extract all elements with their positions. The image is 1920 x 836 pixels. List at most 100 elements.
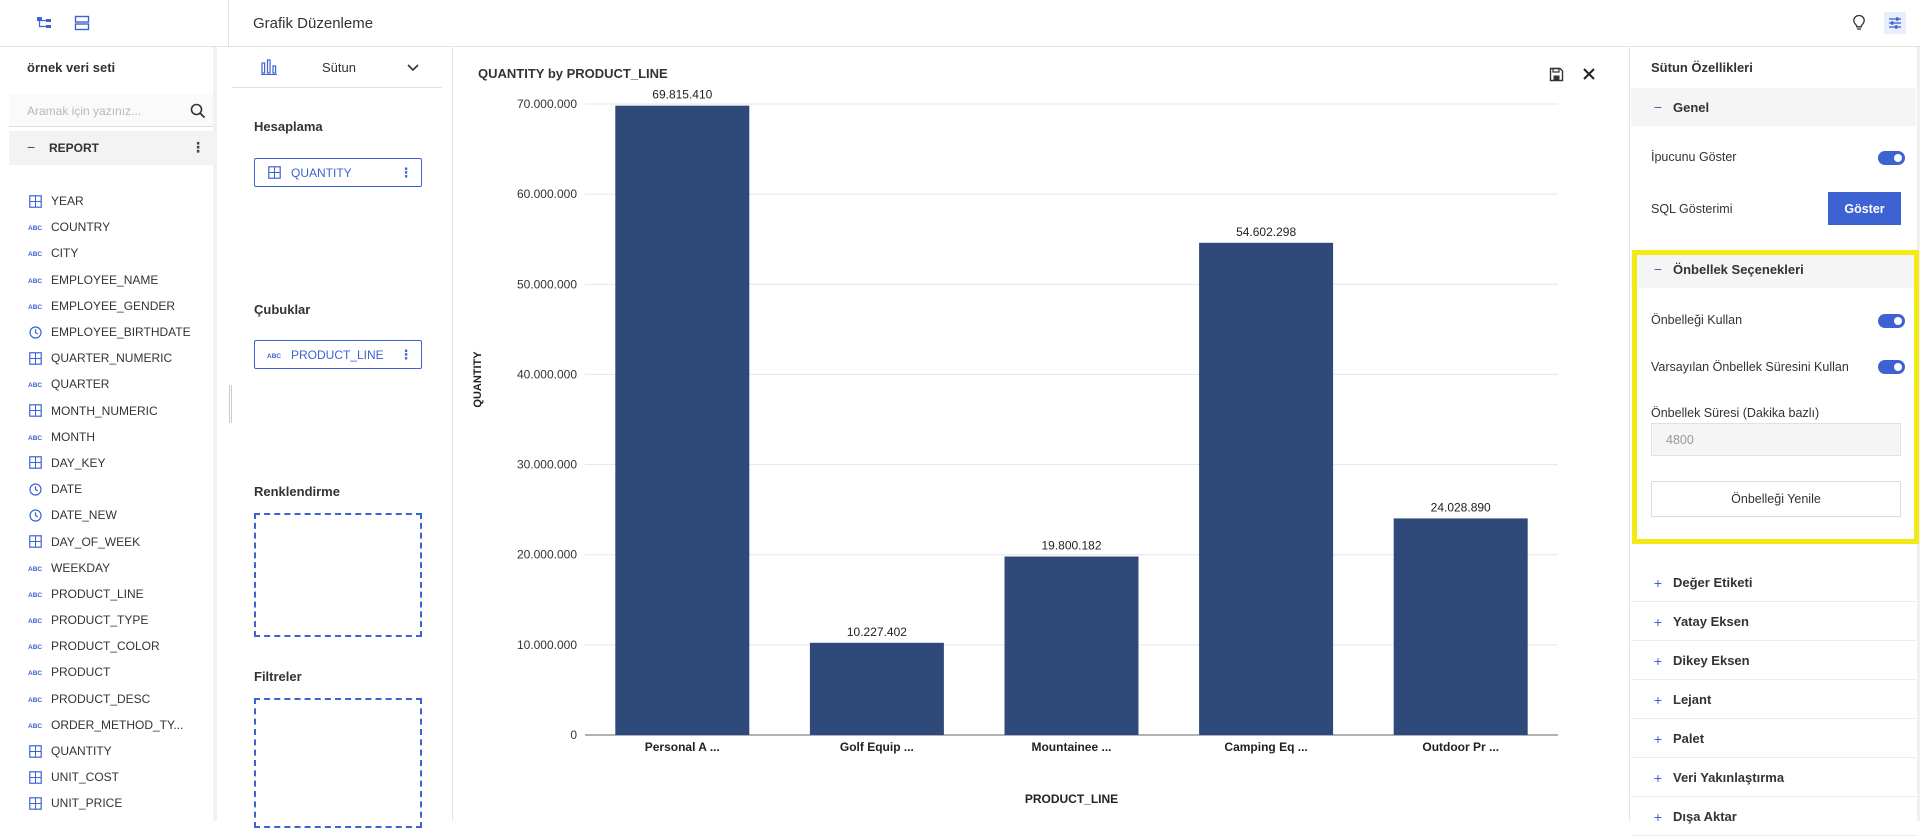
section-cache[interactable]: − Önbellek Seçenekleri (1631, 250, 1916, 288)
expand-icon: + (1653, 769, 1663, 786)
filters-dropzone[interactable] (254, 698, 422, 828)
field-item[interactable]: ABC PRODUCT (27, 659, 213, 685)
section-collapsed[interactable]: + Dışa Aktar (1631, 798, 1916, 836)
field-item[interactable]: ABC COUNTRY (27, 214, 213, 240)
calculation-field-label: QUANTITY (291, 165, 352, 180)
field-item[interactable]: UNIT_COST (27, 764, 213, 790)
save-icon[interactable] (1546, 64, 1566, 84)
field-item[interactable]: ABC PRODUCT_LINE (27, 581, 213, 607)
svg-text:ABC: ABC (28, 618, 42, 624)
field-item[interactable]: YEAR (27, 188, 213, 214)
data-label: 69.815.410 (652, 88, 712, 102)
field-options-icon[interactable]: ⋮ (399, 346, 413, 362)
section-collapsed[interactable]: + Lejant (1631, 681, 1916, 719)
field-item[interactable]: MONTH_NUMERIC (27, 398, 213, 424)
panel-resize-handle[interactable] (229, 385, 232, 423)
section-label: Dikey Eksen (1673, 653, 1750, 668)
tree-view-icon[interactable] (33, 12, 55, 34)
field-name: EMPLOYEE_BIRTHDATE (51, 325, 191, 340)
field-item[interactable]: ABC EMPLOYEE_NAME (27, 267, 213, 293)
field-item[interactable]: UNIT_PRICE (27, 790, 213, 816)
svg-text:ABC: ABC (28, 566, 42, 572)
field-item[interactable]: ABC CITY (27, 240, 213, 266)
cache-duration-label: Önbellek Süresi (Dakika bazlı) (1651, 406, 1820, 420)
refresh-cache-button[interactable]: Önbelleği Yenile (1651, 481, 1901, 517)
close-icon[interactable] (1579, 64, 1599, 84)
more-options-icon[interactable]: ⋮ (191, 139, 205, 155)
field-item[interactable]: ABC WEEKDAY (27, 555, 213, 581)
bar-chart: QUANTITY by PRODUCT_LINE 0 10.000.000 20.00… (472, 66, 1558, 806)
text-field-icon: ABC (27, 692, 43, 706)
list-view-icon[interactable] (71, 12, 93, 34)
chart-type-select[interactable]: Sütun (232, 47, 442, 88)
coloring-label: Renklendirme (254, 484, 340, 499)
tooltip-label: İpucunu Göster (1651, 150, 1737, 164)
field-item[interactable]: ABC QUARTER (27, 371, 213, 397)
lightbulb-icon[interactable] (1848, 12, 1870, 34)
tooltip-toggle[interactable] (1878, 151, 1905, 165)
calculation-field-pill[interactable]: QUANTITY ⋮ (254, 158, 422, 187)
field-options-icon[interactable]: ⋮ (399, 164, 413, 180)
field-item[interactable]: DAY_OF_WEEK (27, 528, 213, 554)
text-field-icon: ABC (27, 587, 43, 601)
sidebar-scrollbar[interactable] (213, 47, 217, 821)
search-icon[interactable] (189, 102, 207, 120)
section-collapsed[interactable]: + Palet (1631, 720, 1916, 758)
number-field-icon (27, 796, 43, 810)
section-collapsed[interactable]: + Değer Etiketi (1631, 564, 1916, 602)
date-field-icon (27, 508, 43, 522)
field-item[interactable]: ABC PRODUCT_COLOR (27, 633, 213, 659)
field-item[interactable]: QUARTER_NUMERIC (27, 345, 213, 371)
field-item[interactable]: DATE (27, 476, 213, 502)
settings-sliders-icon[interactable] (1884, 12, 1906, 34)
y-tick-label: 60.000.000 (517, 187, 577, 201)
bar-chart-icon (261, 59, 277, 75)
text-field-icon: ABC (27, 561, 43, 575)
chart-panel: QUANTITY by PRODUCT_LINE 0 10.000.000 20.00… (454, 47, 1629, 821)
top-left-icons (0, 0, 229, 47)
y-tick-label: 10.000.000 (517, 638, 577, 652)
field-item[interactable]: ABC MONTH (27, 424, 213, 450)
text-field-icon: ABC (27, 220, 43, 234)
bar (1393, 518, 1528, 735)
field-name: YEAR (51, 194, 84, 209)
report-group[interactable]: − REPORT ⋮ (9, 131, 213, 165)
show-sql-button[interactable]: Göster (1828, 192, 1901, 225)
expand-icon: + (1653, 613, 1663, 630)
field-item[interactable]: EMPLOYEE_BIRTHDATE (27, 319, 213, 345)
coloring-dropzone[interactable] (254, 513, 422, 637)
properties-title: Sütun Özellikleri (1651, 60, 1753, 75)
field-item[interactable]: QUANTITY (27, 738, 213, 764)
field-name: MONTH_NUMERIC (51, 403, 158, 418)
section-collapsed[interactable]: + Yatay Eksen (1631, 603, 1916, 641)
default-cache-toggle[interactable] (1878, 360, 1905, 374)
field-name: DATE (51, 482, 83, 497)
x-tick-label: Camping Eq ... (1224, 740, 1307, 754)
bars-field-pill[interactable]: ABC PRODUCT_LINE ⋮ (254, 340, 422, 369)
search-input[interactable] (27, 101, 177, 121)
use-cache-toggle[interactable] (1878, 314, 1905, 328)
field-name: DAY_KEY (51, 455, 106, 470)
cache-options-highlight (1632, 250, 1919, 544)
field-item[interactable]: ABC EMPLOYEE_GENDER (27, 293, 213, 319)
bar (615, 105, 750, 736)
section-general[interactable]: − Genel (1631, 88, 1916, 126)
svg-text:ABC: ABC (28, 670, 42, 676)
section-label: Değer Etiketi (1673, 575, 1753, 590)
field-item[interactable]: DAY_KEY (27, 450, 213, 476)
collapse-icon: − (1653, 99, 1663, 115)
bar (1004, 556, 1139, 735)
field-item[interactable]: ABC PRODUCT_TYPE (27, 607, 213, 633)
field-item[interactable]: DATE_NEW (27, 502, 213, 528)
svg-text:ABC: ABC (28, 644, 42, 650)
field-name: ORDER_METHOD_TY... (51, 717, 184, 732)
cache-duration-input[interactable] (1651, 423, 1901, 456)
expand-icon: + (1653, 652, 1663, 669)
section-collapsed[interactable]: + Dikey Eksen (1631, 642, 1916, 680)
field-item[interactable]: ABC ORDER_METHOD_TY... (27, 712, 213, 738)
section-collapsed[interactable]: + Veri Yakınlaştırma (1631, 759, 1916, 797)
x-tick-label: Mountainee ... (1031, 740, 1111, 754)
data-label: 10.227.402 (847, 625, 907, 639)
collapse-icon[interactable]: − (27, 139, 36, 155)
field-item[interactable]: ABC PRODUCT_DESC (27, 686, 213, 712)
